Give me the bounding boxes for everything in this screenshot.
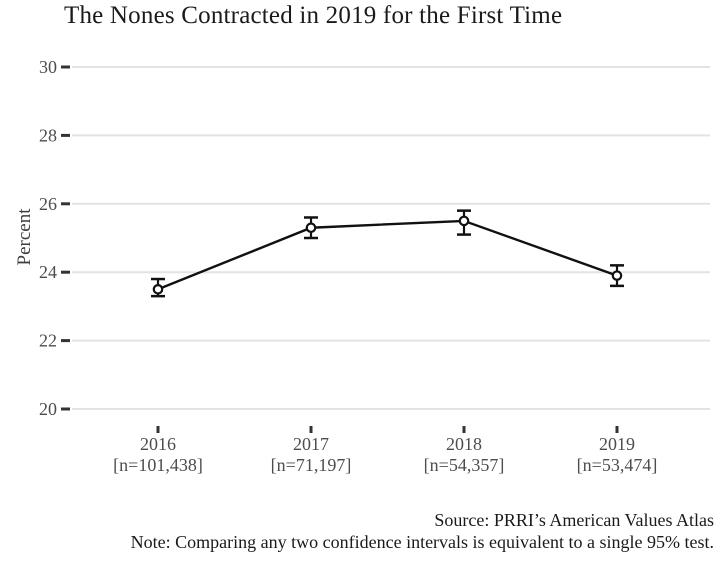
x-year-label: 2018 [446,434,482,454]
source-text: Source: PRRI’s American Values Atlas [434,510,714,530]
y-tick-label: 24 [39,262,57,282]
y-tick-label: 28 [39,125,57,145]
x-sample-size-label: [n=53,474] [577,455,658,475]
x-sample-size-label: [n=101,438] [113,455,203,475]
x-sample-size-label: [n=54,357] [424,455,505,475]
note-text: Note: Comparing any two confidence inter… [130,532,714,552]
chart-title: The Nones Contracted in 2019 for the Fir… [64,2,563,29]
x-sample-size-label: [n=71,197] [271,455,352,475]
x-year-label: 2017 [293,434,329,454]
trend-line [157,219,618,291]
y-tick-label: 20 [39,399,57,419]
y-tick-label: 22 [39,331,57,351]
data-point-2017 [305,222,317,234]
data-point-2018 [458,215,470,227]
y-tick-label: 30 [39,57,57,77]
y-tick-label: 26 [39,194,57,214]
x-year-label: 2019 [599,434,635,454]
x-year-label: 2016 [140,434,176,454]
data-point-2016 [152,283,164,295]
data-point-2019 [611,270,623,281]
